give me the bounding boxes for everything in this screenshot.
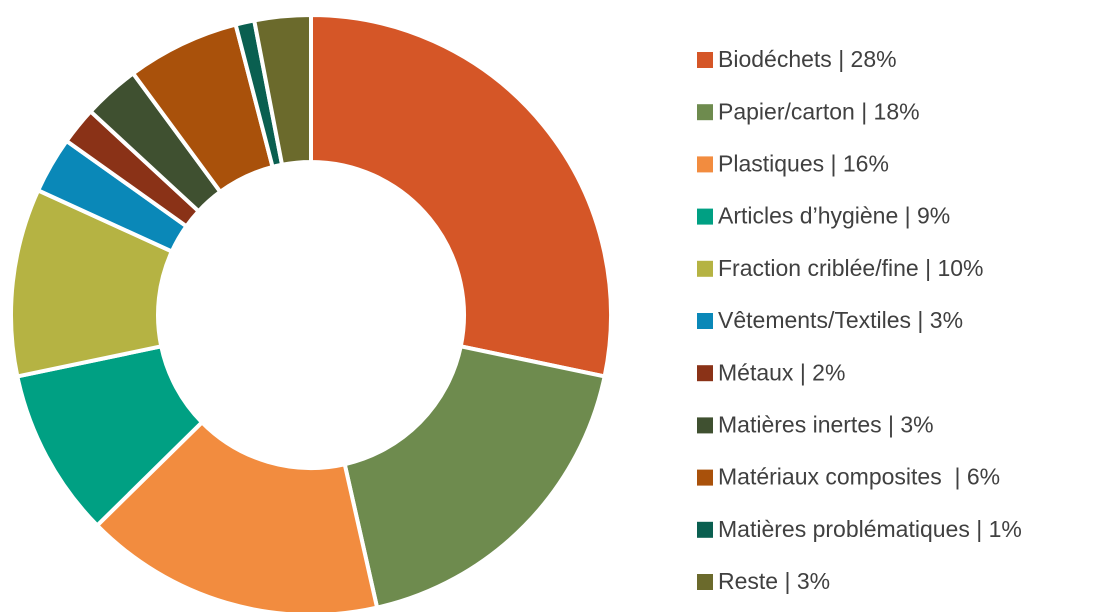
donut-slice: [309, 12, 613, 379]
legend-swatch: [697, 52, 713, 68]
donut-slice: [251, 12, 313, 168]
legend-swatch: [697, 156, 713, 173]
legend-label: Matières problématiques | 1%: [718, 516, 1022, 542]
legend-swatch: [697, 365, 713, 382]
legend-swatch: [697, 469, 713, 486]
legend-label: Plastiques | 16%: [718, 150, 889, 176]
legend-label: Métaux | 2%: [718, 359, 845, 385]
legend-swatch: [697, 417, 713, 434]
legend-label: Matériaux composites | 6%: [718, 464, 1000, 490]
legend-label: Articles d’hygiène | 9%: [718, 203, 950, 229]
legend-label: Reste | 3%: [718, 568, 830, 594]
legend-swatch: [697, 104, 713, 121]
legend-label: Vêtements/Textiles | 3%: [718, 307, 963, 333]
legend-label: Matières inertes | 3%: [718, 411, 934, 437]
legend-label: Papier/carton | 18%: [718, 98, 920, 124]
legend-swatch: [697, 208, 713, 225]
legend-label: Biodéchets | 28%: [718, 46, 897, 72]
legend-label: Fraction criblée/fine | 10%: [718, 255, 984, 281]
legend-swatch: [697, 313, 713, 329]
donut-slice: [342, 343, 608, 611]
legend-swatch: [697, 574, 713, 590]
legend-swatch: [697, 521, 713, 538]
donut-slice: [94, 419, 380, 612]
legend-swatch: [697, 260, 713, 277]
